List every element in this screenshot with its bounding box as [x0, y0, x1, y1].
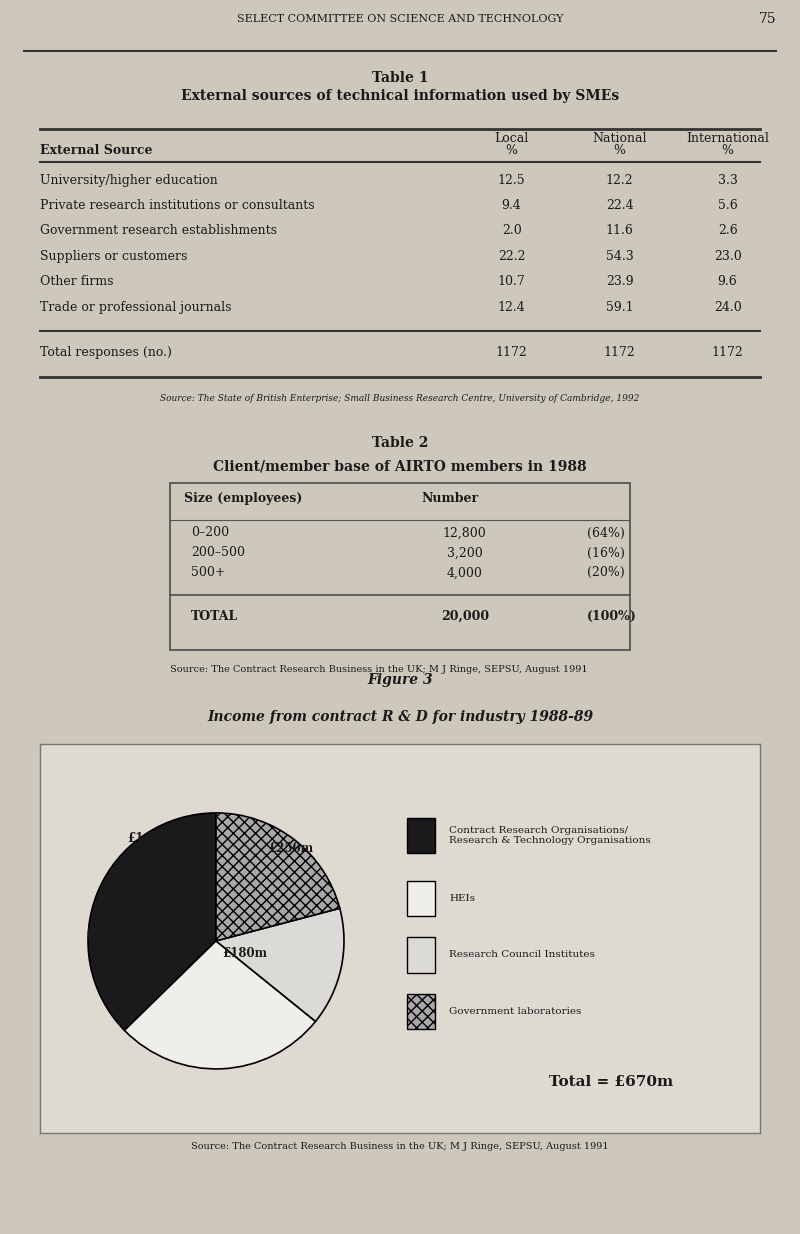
Text: %: % [506, 144, 518, 158]
Text: %: % [614, 144, 626, 158]
Text: Total responses (no.): Total responses (no.) [40, 347, 172, 359]
Text: Source: The Contract Research Business in the UK; M J Ringe, SEPSU, August 1991: Source: The Contract Research Business i… [170, 665, 587, 674]
Text: 22.4: 22.4 [606, 199, 634, 212]
Text: Client/member base of AIRTO members in 1988: Client/member base of AIRTO members in 1… [213, 460, 587, 474]
Text: Total = £670m: Total = £670m [549, 1075, 674, 1088]
Text: 9.6: 9.6 [718, 275, 738, 289]
Text: University/higher education: University/higher education [40, 174, 218, 186]
Text: International: International [686, 132, 769, 144]
Text: 24.0: 24.0 [714, 301, 742, 313]
Text: Government laboratories: Government laboratories [450, 1007, 582, 1016]
Text: Figure 3: Figure 3 [367, 674, 433, 687]
Text: 12,800: 12,800 [443, 527, 486, 539]
Text: Size (employees): Size (employees) [184, 492, 302, 505]
Text: 23.0: 23.0 [714, 251, 742, 263]
Text: 11.6: 11.6 [606, 225, 634, 237]
Text: TOTAL: TOTAL [191, 610, 238, 623]
Text: 2.0: 2.0 [502, 225, 522, 237]
Text: Contract Research Organisations/
Research & Technology Organisations: Contract Research Organisations/ Researc… [450, 826, 651, 845]
Text: 4,000: 4,000 [447, 566, 482, 580]
Text: %: % [722, 144, 734, 158]
Text: (16%): (16%) [587, 547, 625, 559]
Text: 3,200: 3,200 [447, 547, 482, 559]
Text: 200–500: 200–500 [191, 547, 245, 559]
Text: HEIs: HEIs [450, 895, 475, 903]
Text: 2.6: 2.6 [718, 225, 738, 237]
Text: Number: Number [422, 492, 478, 505]
Text: 500+: 500+ [191, 566, 226, 580]
Text: Table 1: Table 1 [372, 70, 428, 85]
Text: Research Council Institutes: Research Council Institutes [450, 950, 595, 960]
Bar [407, 938, 435, 972]
Text: External Source: External Source [40, 144, 153, 158]
Text: Other firms: Other firms [40, 275, 114, 289]
Text: 59.1: 59.1 [606, 301, 634, 313]
Text: £250m: £250m [268, 843, 313, 855]
Text: £180m: £180m [222, 948, 266, 960]
Text: £140m: £140m [127, 832, 172, 845]
Text: £100m: £100m [85, 928, 130, 942]
Text: (20%): (20%) [587, 566, 625, 580]
Text: Private research institutions or consultants: Private research institutions or consult… [40, 199, 314, 212]
Text: 22.2: 22.2 [498, 251, 526, 263]
Text: 9.4: 9.4 [502, 199, 522, 212]
Text: 0–200: 0–200 [191, 527, 230, 539]
Text: 3.3: 3.3 [718, 174, 738, 186]
Text: National: National [592, 132, 647, 144]
Text: Income from contract R & D for industry 1988-89: Income from contract R & D for industry … [207, 711, 593, 724]
Text: 20,000: 20,000 [441, 610, 489, 623]
Text: Local: Local [494, 132, 529, 144]
Text: 12.5: 12.5 [498, 174, 526, 186]
Wedge shape [216, 813, 340, 940]
Text: 12.4: 12.4 [498, 301, 526, 313]
Text: 1172: 1172 [604, 347, 635, 359]
Text: Source: The State of British Enterprise; Small Business Research Centre, Univers: Source: The State of British Enterprise;… [160, 394, 640, 404]
Bar [407, 993, 435, 1029]
Bar [407, 881, 435, 917]
Text: 12.2: 12.2 [606, 174, 634, 186]
Wedge shape [88, 813, 216, 1030]
Text: 1172: 1172 [712, 347, 743, 359]
Text: External sources of technical information used by SMEs: External sources of technical informatio… [181, 89, 619, 102]
Text: SELECT COMMITTEE ON SCIENCE AND TECHNOLOGY: SELECT COMMITTEE ON SCIENCE AND TECHNOLO… [237, 14, 563, 25]
Text: (64%): (64%) [587, 527, 625, 539]
Wedge shape [125, 940, 315, 1069]
Text: Trade or professional journals: Trade or professional journals [40, 301, 231, 313]
Text: Source: The Contract Research Business in the UK; M J Ringe, SEPSU, August 1991: Source: The Contract Research Business i… [191, 1141, 609, 1151]
Text: Table 2: Table 2 [372, 437, 428, 450]
Text: 1172: 1172 [496, 347, 527, 359]
Text: Government research establishments: Government research establishments [40, 225, 277, 237]
Text: (100%): (100%) [587, 610, 637, 623]
Bar [407, 818, 435, 853]
Text: 23.9: 23.9 [606, 275, 634, 289]
Wedge shape [216, 908, 344, 1022]
Text: 5.6: 5.6 [718, 199, 738, 212]
Text: 10.7: 10.7 [498, 275, 526, 289]
Text: 54.3: 54.3 [606, 251, 634, 263]
Text: Suppliers or customers: Suppliers or customers [40, 251, 187, 263]
Text: 75: 75 [758, 12, 776, 26]
